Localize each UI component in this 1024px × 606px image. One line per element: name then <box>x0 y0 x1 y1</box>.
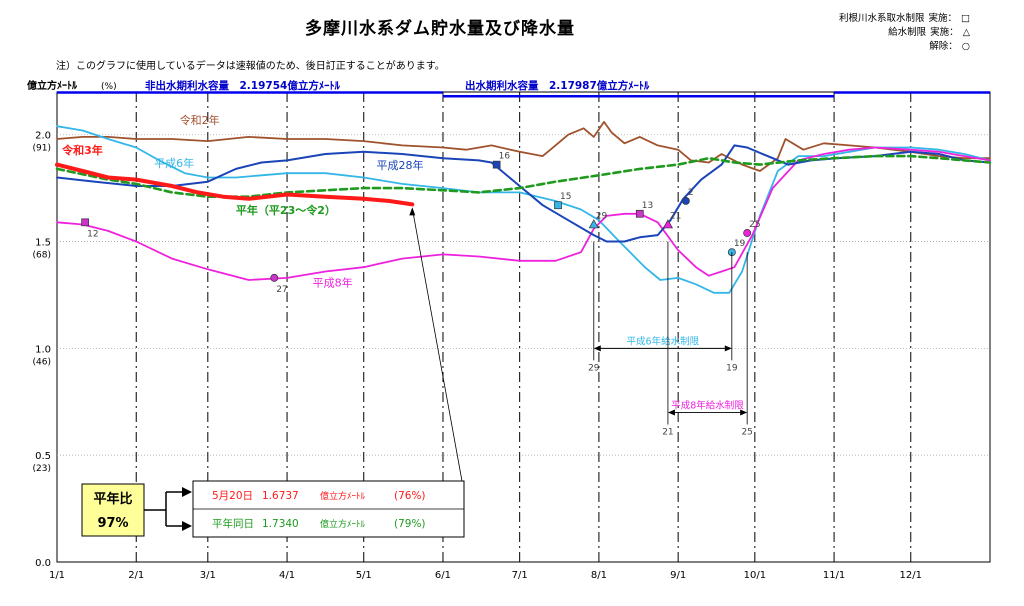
marker-square <box>492 160 501 169</box>
series-line <box>55 162 415 207</box>
restriction-start-label: 29 <box>588 363 600 373</box>
restriction-start-label: 21 <box>662 427 673 437</box>
marker-square <box>81 218 89 227</box>
series-label: 平成28年 <box>377 158 424 172</box>
legend-row-release: 解除： ○ <box>780 40 970 54</box>
marker-day-label: 15 <box>560 192 571 202</box>
x-tick-label: 10/1 <box>744 570 766 581</box>
callout-line <box>411 208 463 482</box>
series-label: 平年（平23～令2） <box>236 203 336 217</box>
current-percent: (76%) <box>394 490 426 502</box>
series-label: 平成8年 <box>313 275 353 289</box>
series-label: 令和2年 <box>180 113 220 127</box>
capacity-label: 出水期利水容量 2.17987億立方ﾒｰﾄﾙ <box>465 79 650 92</box>
normal-unit: 億立方ﾒｰﾄﾙ <box>320 518 366 530</box>
legend-label: 利根川水系取水制限 <box>838 13 925 24</box>
y-tick-label: 1.0 <box>35 344 51 355</box>
arrow-head <box>409 207 416 216</box>
legend-circle-symbol: ○ <box>961 41 970 52</box>
restriction-legend: 利根川水系取水制限 実施： □ 給水制限 実施： △ 解除： ○ <box>780 12 970 54</box>
x-tick-label: 4/1 <box>279 570 295 581</box>
normal-value: 1.7340 <box>262 518 299 530</box>
normal-percent: (79%) <box>394 518 426 530</box>
x-tick-label: 8/1 <box>591 570 607 581</box>
series-label: 令和3年 <box>61 143 103 157</box>
marker-square <box>554 201 562 210</box>
x-tick-label: 1/1 <box>49 570 65 581</box>
normal-date: 平年同日 <box>212 517 254 530</box>
series-line <box>56 146 991 281</box>
marker-triangle <box>588 219 599 229</box>
y-axis-title: 億立方ﾒｰﾄﾙ <box>27 79 78 92</box>
marker-day-label: 27 <box>276 285 287 295</box>
ratio-value: 97% <box>97 516 128 531</box>
marker-day-label: 12 <box>87 229 98 239</box>
marker-circle <box>270 273 279 282</box>
legend-row-tone: 利根川水系取水制限 実施： □ <box>780 12 970 26</box>
legend-action: 実施： <box>930 27 959 38</box>
y-tick-percent: (91) <box>33 144 51 154</box>
current-value: 1.6737 <box>262 490 299 502</box>
y-axis-unit: (%) <box>101 82 117 92</box>
x-tick-label: 12/1 <box>900 570 922 581</box>
x-tick-label: 5/1 <box>356 570 372 581</box>
arrow-head <box>593 345 601 352</box>
x-tick-label: 3/1 <box>200 570 216 581</box>
x-tick-label: 7/1 <box>512 570 528 581</box>
data-note: 注）このグラフに使用しているデータは速報値のため、後日訂正することがあります。 <box>56 61 445 72</box>
x-tick-label: 2/1 <box>128 570 144 581</box>
series-label: 平成6年 <box>154 156 194 170</box>
arrow-head <box>667 409 675 416</box>
legend-label: 給水制限 <box>888 27 927 38</box>
series-line <box>56 125 991 294</box>
x-tick-label: 9/1 <box>670 570 686 581</box>
chart-title: 多摩川水系ダム貯水量及び降水量 <box>305 19 575 39</box>
restriction-label: 平成8年給水制限 <box>671 399 744 411</box>
marker-day-label: 2 <box>688 188 694 198</box>
x-tick-label: 6/1 <box>435 570 451 581</box>
marker-day-label: 19 <box>734 239 746 249</box>
x-tick-label: 11/1 <box>823 570 845 581</box>
y-tick-percent: (46) <box>33 357 51 367</box>
marker-circle <box>743 229 752 237</box>
restriction-label: 平成6年給水制限 <box>627 335 700 347</box>
marker-square <box>635 209 644 218</box>
y-tick-label: 2.0 <box>35 131 51 142</box>
ratio-box <box>81 483 145 537</box>
marker-day-label: 25 <box>749 220 760 230</box>
arrow-head <box>182 521 192 531</box>
arrow-head <box>724 345 732 352</box>
marker-day-label: 29 <box>596 211 608 221</box>
ratio-title: 平年比 <box>93 491 132 507</box>
legend-row-supply: 給水制限 実施： △ <box>780 26 970 40</box>
legend-action: 解除： <box>929 41 958 52</box>
y-tick-label: 0.0 <box>35 558 51 569</box>
restriction-end-label: 19 <box>726 363 738 373</box>
marker-day-label: 21 <box>670 211 681 221</box>
y-tick-percent: (68) <box>33 251 51 261</box>
restriction-end-label: 25 <box>741 427 752 437</box>
marker-circle <box>681 197 690 205</box>
y-tick-label: 1.5 <box>35 238 51 249</box>
arrow-head <box>182 487 192 497</box>
arrow-head <box>740 409 748 416</box>
legend-square-symbol: □ <box>961 13 970 24</box>
marker-day-label: 13 <box>642 201 653 211</box>
y-tick-percent: (23) <box>33 464 51 474</box>
series-line <box>56 121 991 172</box>
legend-triangle-symbol: △ <box>962 27 970 38</box>
y-tick-label: 0.5 <box>35 451 51 462</box>
capacity-label: 非出水期利水容量 2.19754億立方ﾒｰﾄﾙ <box>145 79 341 92</box>
current-unit: 億立方ﾒｰﾄﾙ <box>320 490 366 502</box>
marker-triangle <box>662 219 674 229</box>
current-date: 5月20日 <box>212 490 253 502</box>
marker-day-label: 16 <box>499 152 511 162</box>
legend-action: 実施： <box>928 13 958 24</box>
